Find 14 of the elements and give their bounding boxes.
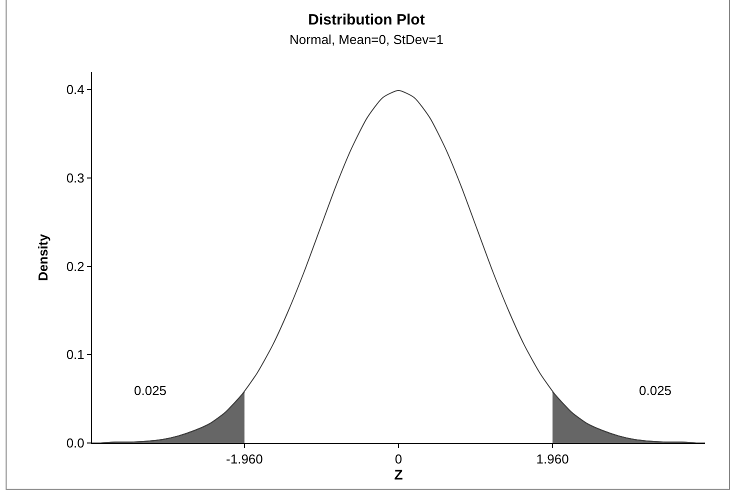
x-tick-label: 0 [394,452,402,467]
annotation: 0.025 [134,383,167,398]
y-axis-title: Density [35,233,50,281]
y-tick-label: 0.3 [66,170,84,186]
y-tick-label: 0.2 [66,258,84,274]
y-tick-label: 0.1 [66,347,84,362]
chart-subtitle: Normal, Mean=0, StDev=1 [290,32,444,48]
chart-title: Distribution Plot [308,12,425,29]
y-tick-label: 0.4 [66,82,84,98]
y-tick-label: 0.0 [66,436,84,451]
annotation: 0.025 [639,383,672,398]
x-tick-label: -1.960 [226,452,263,467]
x-tick-label: 1.960 [536,452,569,467]
x-axis-title: Z [394,466,404,483]
